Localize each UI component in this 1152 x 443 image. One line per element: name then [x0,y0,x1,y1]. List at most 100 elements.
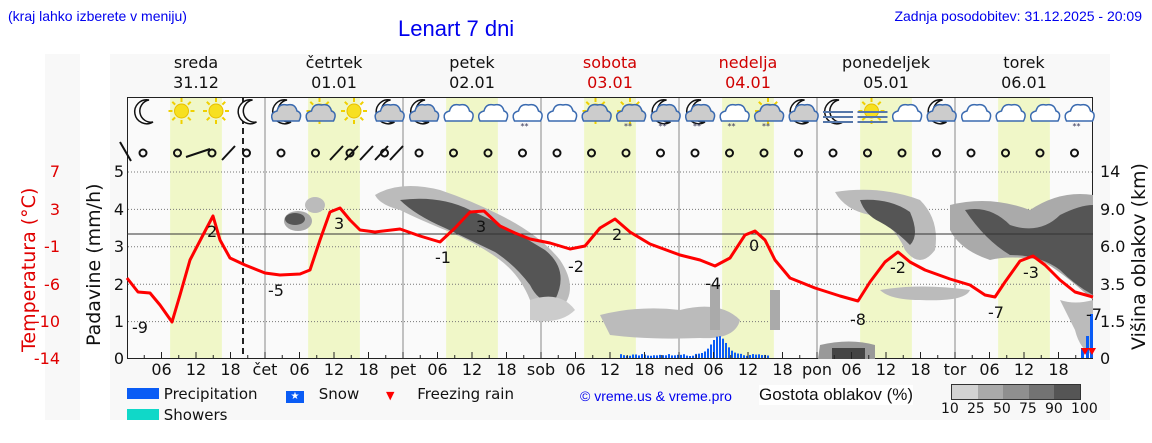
x-tick-label: pon [802,360,832,379]
precip-tick: 1 [104,312,124,331]
temp-extreme-label: -3 [1023,263,1039,282]
precip-tick: 2 [104,275,124,294]
x-tick-label: 18 [220,360,240,379]
density-tick: 90 [1045,401,1063,417]
temp-extreme-label: -7 [988,303,1004,322]
sun-icon [169,98,195,124]
x-tick-label: 12 [324,360,344,379]
x-tick-label: tor [944,360,967,379]
moon-fog-icon [823,100,853,124]
x-tick-label: 18 [634,360,654,379]
svg-text:**: ** [624,122,632,131]
precip-tick: 5 [104,162,124,181]
svg-text:**: ** [693,122,701,131]
x-tick-label: 18 [496,360,516,379]
sun-icon [341,98,367,124]
x-tick-label: 06 [979,360,999,379]
density-tick: 75 [1019,401,1037,417]
cloud-icon [962,105,991,121]
height-tick: 3.5 [1100,275,1125,294]
temp-extreme-label: 2 [612,225,622,244]
cloud-density-label: Gostota oblakov (%) [759,385,913,405]
temp-extreme-label: 2 [207,222,217,241]
x-tick-label: 12 [738,360,758,379]
temp-extreme-label: 3 [334,214,344,233]
density-tick: 25 [967,401,985,417]
cloud-snow-icon: ** [1065,105,1094,131]
cloud-density-scale [951,384,1081,400]
credit-link[interactable]: © vreme.us & vreme.pro [580,388,732,404]
moon-cloud-snow-icon: ** [686,100,715,131]
moon-cloud-icon [789,100,818,124]
moon-cloud-icon [375,100,404,124]
x-tick-label: sob [527,360,555,379]
x-tick-label: 18 [910,360,930,379]
precip-tick: 4 [104,200,124,219]
precipitation-swatch [127,388,159,399]
x-tick-label: 06 [565,360,585,379]
temp-tick: 7 [20,162,60,181]
x-tick-label: čet [253,360,278,379]
moon-cloud-icon [272,100,301,124]
x-tick-label: ned [664,360,694,379]
x-ticks [144,352,1076,359]
temp-axis-title: Temperatura (°C) [18,188,40,352]
x-tick-label: 18 [358,360,378,379]
x-tick-label: 12 [1014,360,1034,379]
x-tick-label: 12 [186,360,206,379]
legend-label: Precipitation [164,385,258,403]
showers-swatch [127,409,159,420]
x-tick-label: 12 [600,360,620,379]
moon-icon [238,100,256,124]
x-tick-label: 12 [462,360,482,379]
legend-label: Freezing rain [417,385,514,403]
x-tick-label: pet [390,360,416,379]
temp-extreme-label: -8 [850,310,866,329]
x-tick-label: 06 [289,360,309,379]
moon-icon [135,100,153,124]
density-tick: 100 [1071,401,1098,417]
temp-extreme-label: -1 [435,248,451,267]
temp-extreme-label: -5 [268,281,284,300]
sun-icon [203,98,229,124]
height-tick: 0 [1100,349,1110,368]
cloud-snow-icon: ** [513,105,542,131]
precip-tick: 3 [104,237,124,256]
temp-extreme-label: 0 [749,236,759,255]
temp-extreme-label: -2 [568,257,584,276]
density-tick: 50 [993,401,1011,417]
legend-precipitation: Precipitation [127,385,258,403]
height-tick: 9.0 [1100,200,1125,219]
cloud-density [284,186,1093,359]
snow-icon: ★ [286,391,304,403]
precip-tick: 0 [104,349,124,368]
precip-axis-title: Padavine (mm/h) [83,183,105,346]
legend-showers: Showers [127,406,227,424]
x-tick-label: 06 [427,360,447,379]
temp-extreme-label: -2 [890,258,906,277]
x-tick-label: 06 [841,360,861,379]
legend-label: Showers [164,406,228,424]
x-tick-label: 18 [1048,360,1068,379]
temp-extreme-label: 3 [476,217,486,236]
svg-text:**: ** [762,122,770,131]
svg-text:**: ** [659,122,667,131]
height-tick: 14 [1100,162,1120,181]
svg-text:**: ** [1073,122,1081,131]
svg-text:**: ** [728,122,736,131]
x-tick-label: 06 [703,360,723,379]
freezing-rain-icon: ▼ [386,389,394,402]
x-tick-label: 18 [772,360,792,379]
temp-extreme-label: -4 [705,274,721,293]
legend-freezing-rain: ▼ Freezing rain [386,385,514,403]
moon-cloud-icon [410,100,439,124]
cloud-height-axis-title: Višina oblakov (km) [1128,163,1150,350]
legend-label: Snow [319,385,359,403]
moon-cloud-icon [927,100,956,124]
x-tick-label: 12 [876,360,896,379]
x-tick-label: 06 [151,360,171,379]
legend-snow: ★ Snow [286,385,359,403]
svg-text:**: ** [521,122,529,131]
cloud-icon [548,105,577,121]
height-tick: 1.5 [1100,312,1125,331]
